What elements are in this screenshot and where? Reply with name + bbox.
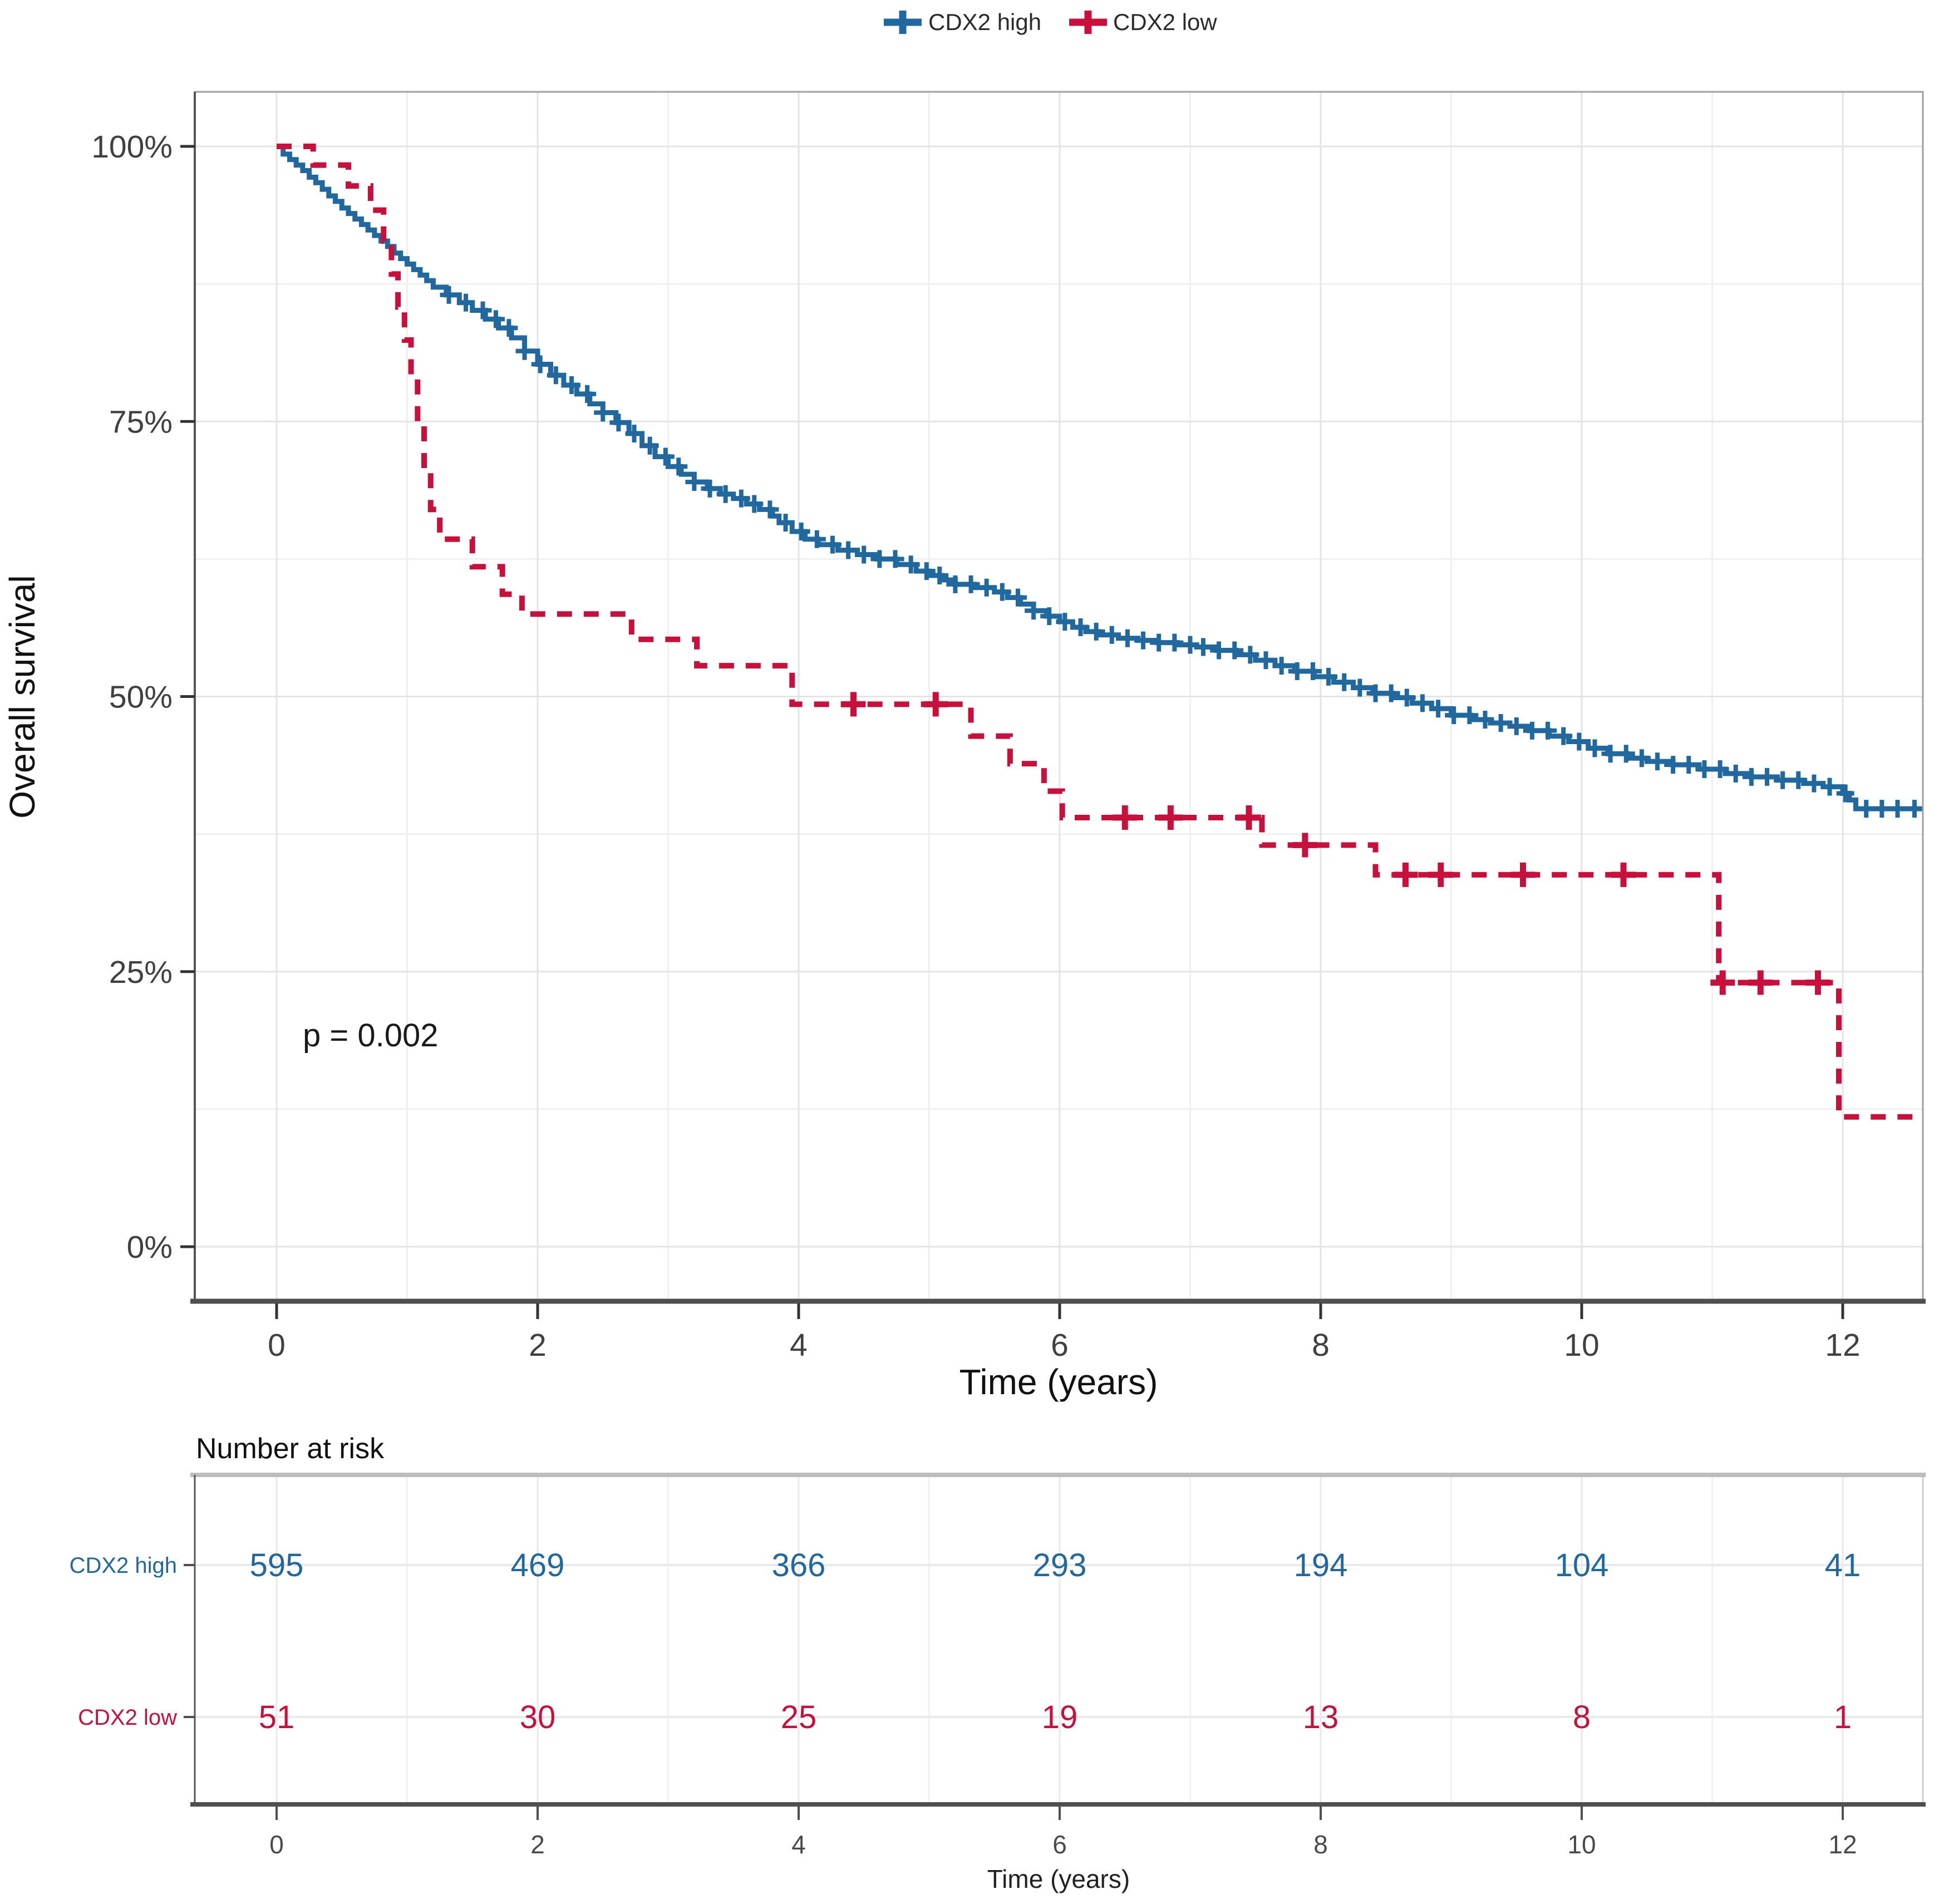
risk-table-title: Number at risk xyxy=(196,1433,385,1465)
risk-x-tick-label: 8 xyxy=(1313,1830,1328,1859)
x-tick-label: 4 xyxy=(790,1327,808,1363)
legend-label-cdx2-high: CDX2 high xyxy=(928,9,1041,35)
y-axis-title: Overall survival xyxy=(2,575,42,818)
risk-count: 41 xyxy=(1825,1547,1861,1583)
risk-count: 469 xyxy=(511,1547,565,1583)
risk-count: 51 xyxy=(259,1699,295,1735)
curve-path xyxy=(277,144,1923,811)
x-tick-label: 2 xyxy=(529,1327,547,1363)
risk-count: 13 xyxy=(1303,1699,1339,1735)
risk-row-label-cdx2-low: CDX2 low xyxy=(78,1705,177,1730)
legend-label-cdx2-low: CDX2 low xyxy=(1113,9,1217,35)
generated-chart-layers: 0% 25% 50% 75% 100% 0 2 4 6 8 10 12 0 2 4 6 8 10 12 595 469 3… xyxy=(91,11,1926,1859)
risk-table-panel: 0 2 4 6 8 10 12 595 469 366 293 194 104 41 51 30 25 19 13 8… xyxy=(184,1473,1926,1859)
risk-x-tick-label: 12 xyxy=(1828,1830,1857,1859)
y-tick-label: 75% xyxy=(109,404,173,440)
x-tick-label: 12 xyxy=(1825,1327,1860,1363)
y-tick-label: 50% xyxy=(109,680,173,715)
p-value-annotation: p = 0.002 xyxy=(303,1017,439,1054)
risk-count: 1 xyxy=(1834,1699,1852,1735)
censor-marks-cdx2-high xyxy=(440,286,1923,818)
main-gridlines xyxy=(195,92,1923,1302)
x-tick-label: 0 xyxy=(268,1327,286,1363)
risk-count: 8 xyxy=(1573,1699,1591,1735)
y-tick-label: 100% xyxy=(91,129,173,165)
risk-x-tick-label: 0 xyxy=(269,1830,284,1859)
x-axis-title: Time (years) xyxy=(959,1362,1158,1402)
y-tick-label: 0% xyxy=(127,1229,173,1265)
risk-count: 104 xyxy=(1555,1547,1609,1583)
risk-x-tick-label: 2 xyxy=(530,1830,545,1859)
risk-count: 366 xyxy=(772,1547,826,1583)
risk-x-tick-label: 10 xyxy=(1567,1830,1596,1859)
x-tick-label: 6 xyxy=(1051,1327,1069,1363)
risk-row-label-cdx2-high: CDX2 high xyxy=(70,1553,177,1578)
survival-curve-cdx2-high xyxy=(277,144,1923,811)
risk-count: 595 xyxy=(250,1547,304,1583)
x-tick-label: 10 xyxy=(1564,1327,1599,1363)
x-tick-label: 8 xyxy=(1312,1327,1330,1363)
main-axis-ticks: 0% 25% 50% 75% 100% 0 2 4 6 8 10 12 xyxy=(91,129,1861,1363)
risk-count: 30 xyxy=(520,1699,556,1735)
censor-marks-cdx2-low xyxy=(841,692,1830,995)
y-tick-label: 25% xyxy=(109,955,173,990)
legend-keys xyxy=(884,11,1107,34)
risk-x-axis-title: Time (years) xyxy=(987,1864,1130,1893)
risk-count: 293 xyxy=(1033,1547,1087,1583)
risk-count: 194 xyxy=(1294,1547,1348,1583)
risk-count: 19 xyxy=(1042,1699,1078,1735)
risk-x-tick-label: 6 xyxy=(1052,1830,1067,1859)
risk-x-tick-label: 4 xyxy=(791,1830,806,1859)
risk-count: 25 xyxy=(781,1699,817,1735)
